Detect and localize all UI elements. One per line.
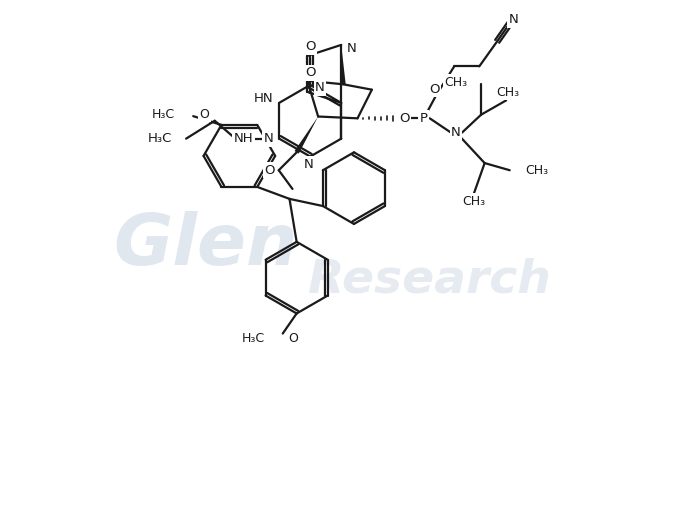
Text: CH₃: CH₃	[525, 164, 548, 177]
Text: O: O	[305, 40, 315, 53]
Text: H₃C: H₃C	[152, 108, 175, 121]
Text: P: P	[420, 112, 428, 125]
Text: CH₃: CH₃	[462, 195, 486, 208]
Text: N: N	[315, 81, 325, 94]
Text: H₃C: H₃C	[148, 132, 172, 145]
Text: O: O	[199, 108, 209, 121]
Text: HN: HN	[253, 93, 274, 106]
Text: CH₃: CH₃	[496, 86, 520, 99]
Polygon shape	[294, 116, 318, 153]
Text: N: N	[509, 13, 519, 26]
Text: N: N	[451, 126, 461, 139]
Text: N: N	[264, 132, 274, 145]
Text: O: O	[306, 66, 316, 79]
Text: NH: NH	[234, 132, 253, 145]
Polygon shape	[341, 45, 346, 84]
Text: O: O	[429, 83, 440, 96]
Text: N: N	[303, 158, 313, 171]
Text: O: O	[289, 332, 299, 345]
Text: H₃C: H₃C	[242, 332, 264, 345]
Text: O: O	[264, 164, 275, 177]
Text: Research: Research	[308, 257, 551, 303]
Text: O: O	[400, 112, 410, 125]
Text: N: N	[347, 43, 357, 56]
Text: Glen: Glen	[113, 211, 298, 280]
Text: CH₃: CH₃	[444, 76, 467, 89]
